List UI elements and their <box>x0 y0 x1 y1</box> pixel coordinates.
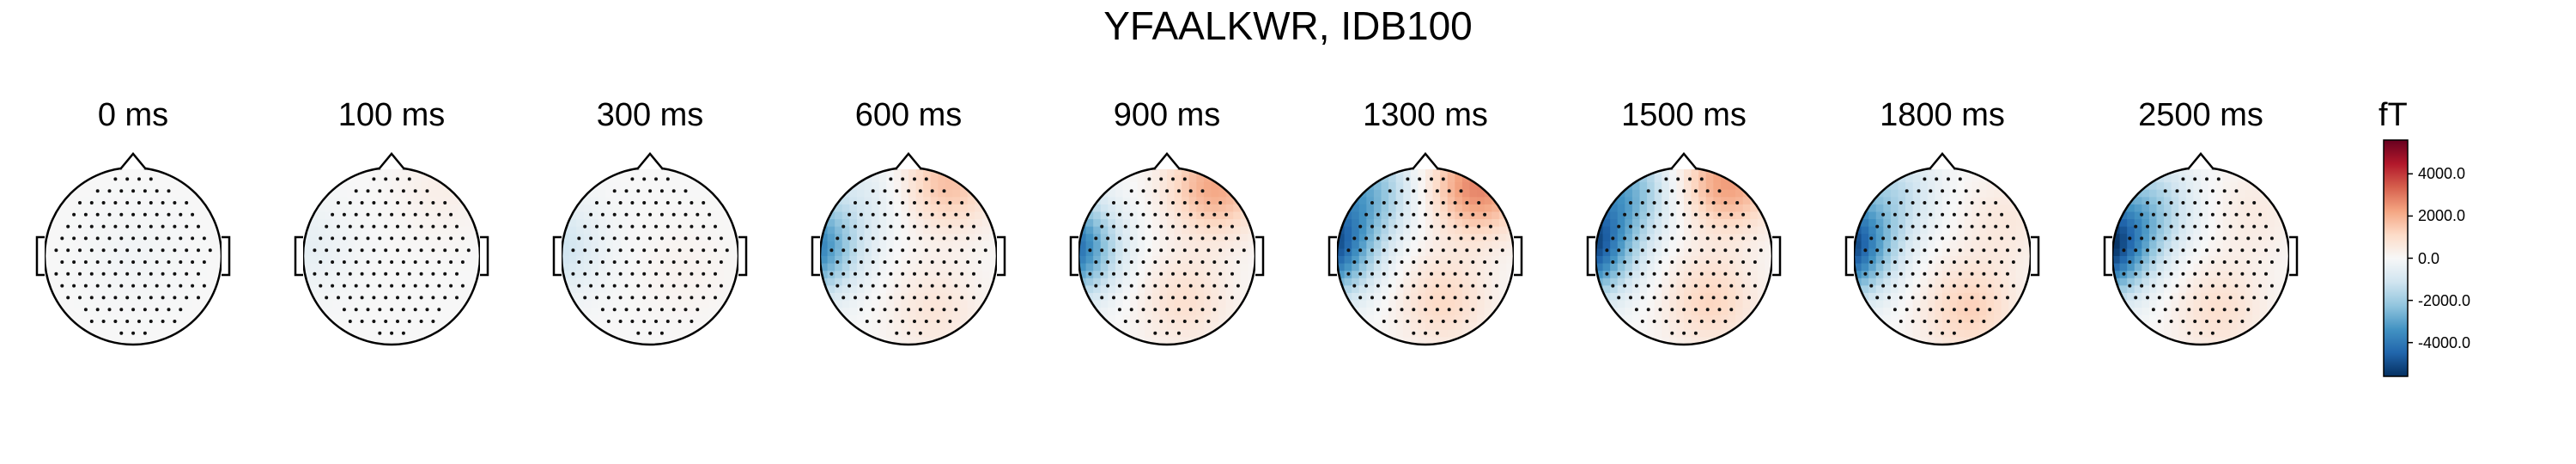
field-map <box>1595 168 1772 345</box>
right-ear <box>2289 235 2299 277</box>
colorbar-tick-label: 2000.0 <box>2418 207 2466 225</box>
topomap-4 <box>1069 152 1265 346</box>
sensor-dots <box>2122 177 2280 335</box>
left-ear <box>811 235 820 277</box>
left-ear <box>552 235 562 277</box>
sensor-dots <box>1346 177 1504 335</box>
sensor-dots <box>829 177 987 335</box>
sensor-dots <box>54 177 212 335</box>
topomap-7 <box>1844 152 2040 346</box>
colorbar <box>2383 139 2409 377</box>
nose-marker <box>1412 152 1439 170</box>
time-label: 0 ms <box>97 97 169 133</box>
right-ear <box>1255 235 1265 277</box>
time-label: 600 ms <box>854 97 963 133</box>
left-ear <box>2103 235 2112 277</box>
nose-marker <box>895 152 922 170</box>
field-map <box>2112 168 2289 345</box>
time-label: 100 ms <box>337 97 446 133</box>
field-map <box>1078 168 1255 345</box>
nose-marker <box>1929 152 1956 170</box>
left-ear <box>1586 235 1595 277</box>
right-ear <box>738 235 748 277</box>
sensor-dots <box>1863 177 2021 335</box>
left-ear <box>35 235 45 277</box>
figure-title: YFAALKWR, IDB100 <box>1103 3 1473 48</box>
nose-marker <box>2187 152 2215 170</box>
time-label: 1800 ms <box>1880 97 2005 133</box>
time-label: 1500 ms <box>1621 97 1747 133</box>
left-ear <box>1069 235 1078 277</box>
sensor-dots <box>313 177 471 335</box>
right-ear <box>2031 235 2040 277</box>
sensor-dots <box>1088 177 1246 335</box>
field-map <box>303 168 480 345</box>
colorbar-tick-label: 0.0 <box>2418 249 2440 267</box>
nose-marker <box>1153 152 1181 170</box>
colorbar-tick-label: 4000.0 <box>2418 165 2466 183</box>
right-ear <box>997 235 1006 277</box>
nose-marker <box>1670 152 1698 170</box>
field-map <box>45 168 222 345</box>
time-label: 1300 ms <box>1363 97 1488 133</box>
nose-marker <box>119 152 147 170</box>
field-map <box>1337 168 1514 345</box>
topomap-8 <box>2103 152 2299 346</box>
nose-marker <box>636 152 664 170</box>
topomap-0 <box>35 152 231 346</box>
right-ear <box>1772 235 1782 277</box>
field-map <box>562 168 738 345</box>
left-ear <box>1327 235 1337 277</box>
nose-marker <box>378 152 405 170</box>
left-ear <box>1844 235 1854 277</box>
time-label: 300 ms <box>596 97 704 133</box>
topomap-5 <box>1327 152 1523 346</box>
left-ear <box>294 235 303 277</box>
time-label: 900 ms <box>1113 97 1221 133</box>
sensor-dots <box>571 177 729 335</box>
time-label: 2500 ms <box>2138 97 2263 133</box>
right-ear <box>1514 235 1523 277</box>
topomap-1 <box>294 152 489 346</box>
right-ear <box>480 235 489 277</box>
colorbar-tick-label: -4000.0 <box>2418 333 2471 351</box>
topomap-3 <box>811 152 1006 346</box>
colorbar-unit: fT <box>2379 97 2408 133</box>
sensor-dots <box>1605 177 1763 335</box>
topomap-6 <box>1586 152 1782 346</box>
right-ear <box>222 235 231 277</box>
topomap-2 <box>552 152 748 346</box>
colorbar-tick-label: -2000.0 <box>2418 291 2471 309</box>
